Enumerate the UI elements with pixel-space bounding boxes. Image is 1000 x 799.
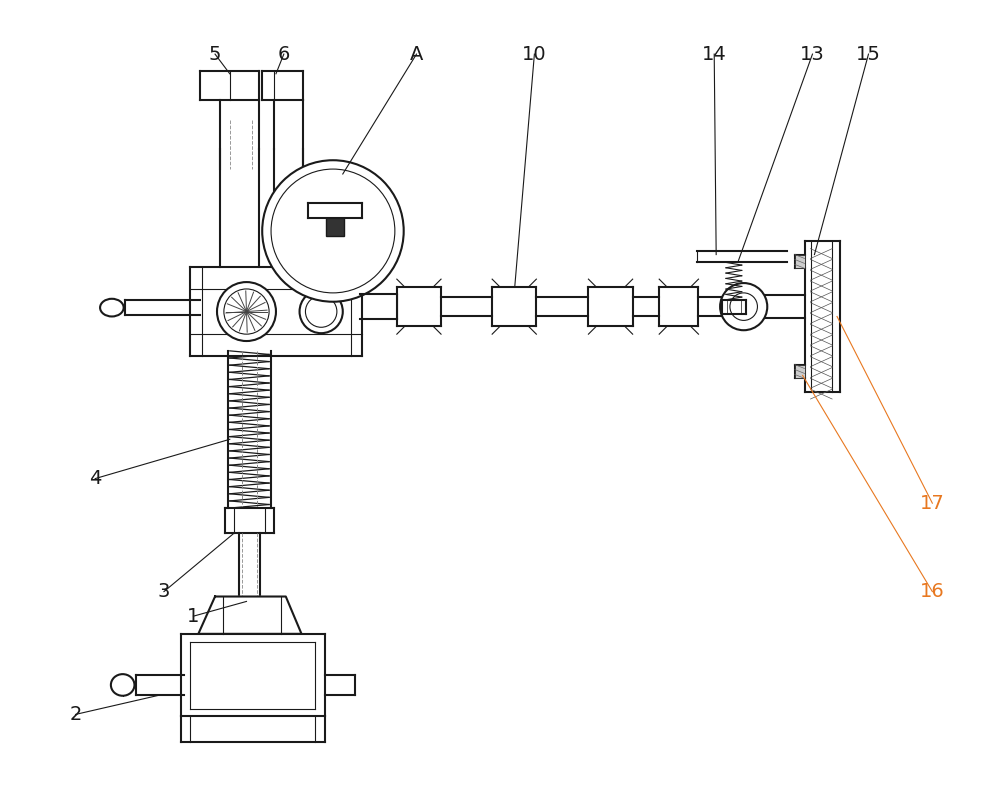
- Circle shape: [305, 296, 337, 328]
- Circle shape: [262, 161, 404, 302]
- Text: 4: 4: [89, 469, 101, 488]
- Text: 16: 16: [920, 582, 945, 601]
- Text: 14: 14: [702, 45, 727, 64]
- Text: A: A: [410, 45, 423, 64]
- Circle shape: [217, 282, 276, 341]
- Circle shape: [720, 283, 767, 330]
- Text: 13: 13: [800, 45, 825, 64]
- Text: 10: 10: [522, 45, 547, 64]
- Circle shape: [730, 293, 757, 320]
- Circle shape: [224, 289, 269, 334]
- Text: 15: 15: [856, 45, 881, 64]
- Text: 1: 1: [187, 606, 200, 626]
- Text: 5: 5: [209, 45, 221, 64]
- Text: 6: 6: [278, 45, 290, 64]
- Bar: [795, 364, 805, 379]
- Circle shape: [271, 169, 395, 293]
- Text: 3: 3: [158, 582, 170, 601]
- Ellipse shape: [111, 674, 134, 696]
- Circle shape: [300, 290, 343, 333]
- Polygon shape: [198, 597, 302, 634]
- Ellipse shape: [100, 299, 124, 316]
- Bar: [795, 255, 805, 268]
- Text: 17: 17: [920, 494, 945, 513]
- Bar: [326, 218, 344, 236]
- Text: 2: 2: [69, 705, 82, 724]
